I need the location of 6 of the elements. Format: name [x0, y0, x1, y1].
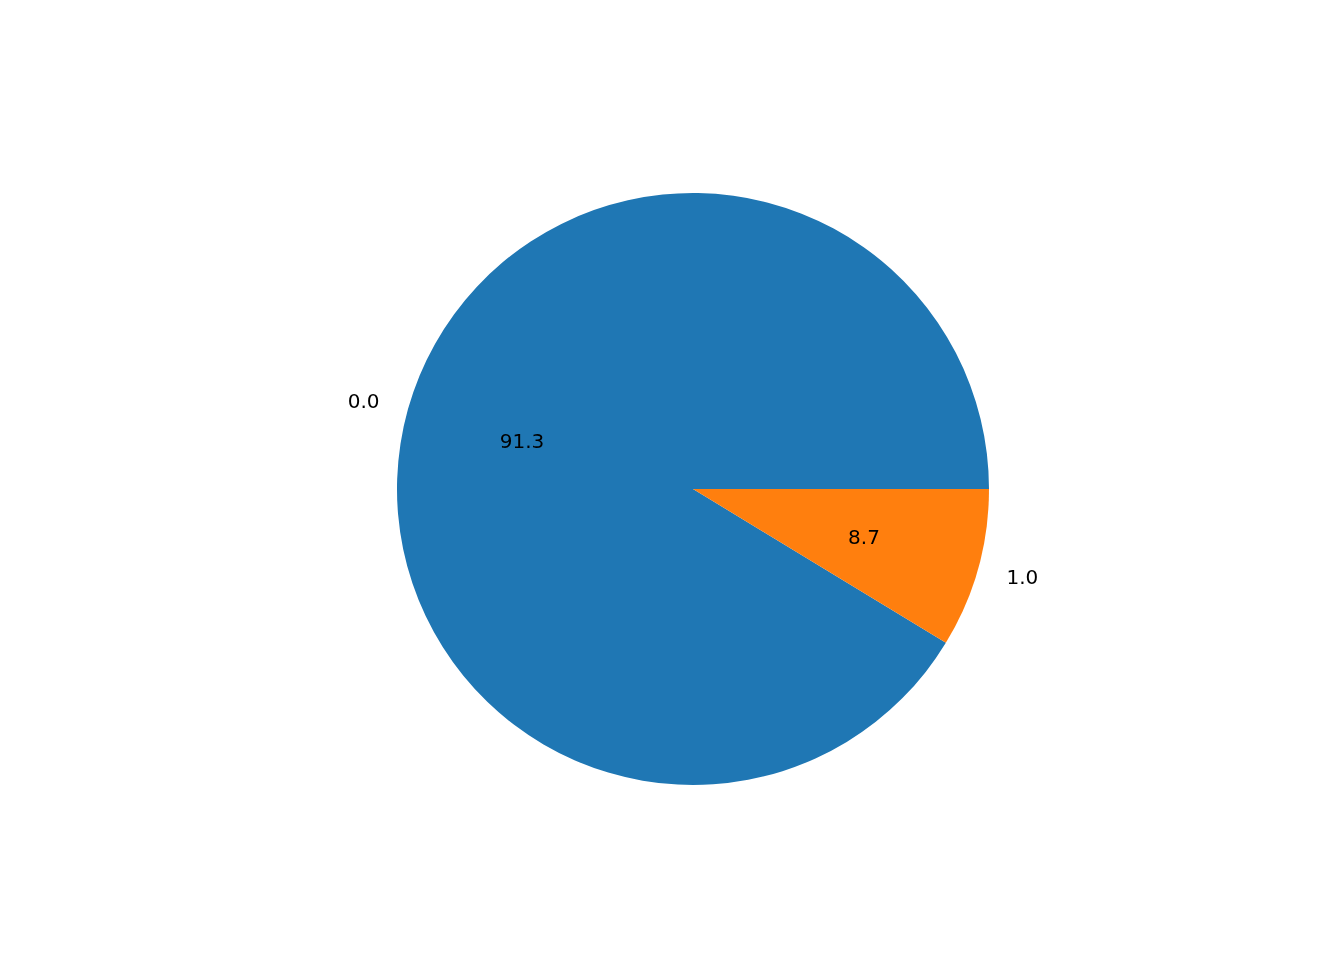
slice-label: 1.0 [1006, 564, 1039, 589]
data-label: 8.7 [848, 524, 880, 549]
data-label: 91.3 [499, 429, 545, 454]
pie-slice [397, 193, 989, 785]
slice-label: 0.0 [347, 389, 380, 414]
pie-slice [693, 489, 989, 643]
